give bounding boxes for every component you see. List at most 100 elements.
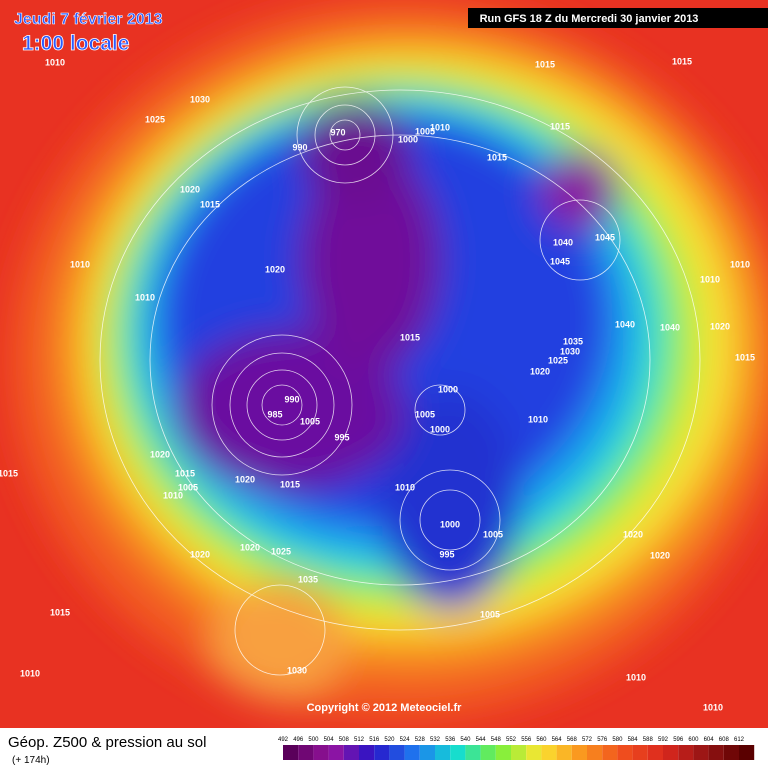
isobar-labels: 1010 1030 1025 1015 1015 1020 1015 1010 1010 1020… bbox=[0, 56, 755, 712]
scale-swatch bbox=[450, 745, 466, 760]
isobar-label: 1025 bbox=[271, 546, 291, 556]
isobar-label: 1020 bbox=[240, 542, 260, 552]
isobar-label: 1020 bbox=[650, 550, 670, 560]
scale-label: 520 bbox=[384, 737, 395, 743]
scale-swatch bbox=[739, 745, 755, 760]
isobar-label: 1015 bbox=[550, 121, 570, 131]
isobar-label: 1020 bbox=[710, 321, 730, 331]
isobar-label: 995 bbox=[439, 549, 454, 559]
scale-label: 576 bbox=[597, 737, 608, 743]
isobar-label: 1030 bbox=[190, 94, 210, 104]
scale-label: 588 bbox=[643, 737, 654, 743]
scale-swatch bbox=[723, 745, 739, 760]
isobar-label: 1030 bbox=[287, 665, 307, 675]
scale-label: 608 bbox=[719, 737, 730, 743]
footer-title: Géop. Z500 & pression au sol bbox=[8, 734, 206, 751]
isobar-label: 1010 bbox=[430, 122, 450, 132]
isobar-label: 1020 bbox=[190, 549, 210, 559]
scale-swatch bbox=[617, 745, 633, 760]
color-scale: 492 496 500 504 508 512 516 520 524 528 532 536 540 5… bbox=[278, 737, 755, 760]
isobar-label: 1015 bbox=[200, 199, 220, 209]
isobar-label: 1010 bbox=[135, 292, 155, 302]
isobar-label: 1010 bbox=[626, 672, 646, 682]
scale-swatch bbox=[708, 745, 724, 760]
scale-swatch bbox=[556, 745, 572, 760]
isobar-label: 1025 bbox=[145, 114, 165, 124]
scale-label: 604 bbox=[704, 737, 715, 743]
run-box bbox=[468, 8, 768, 28]
isobar-label: 1010 bbox=[20, 668, 40, 678]
scale-label: 552 bbox=[506, 737, 517, 743]
scale-label: 540 bbox=[460, 737, 471, 743]
forecast-date: Jeudi 7 février 2013 bbox=[14, 11, 163, 28]
isobar-label: 1005 bbox=[300, 416, 320, 426]
isobar-label: 1010 bbox=[70, 259, 90, 269]
isobar-label: 1020 bbox=[235, 474, 255, 484]
isobar-label: 990 bbox=[292, 142, 307, 152]
scale-label: 596 bbox=[673, 737, 684, 743]
scale-label: 568 bbox=[567, 737, 578, 743]
isobar-label: 995 bbox=[334, 432, 349, 442]
scale-swatch bbox=[283, 745, 299, 760]
scale-label: 612 bbox=[734, 737, 745, 743]
scale-label: 572 bbox=[582, 737, 593, 743]
scale-label: 536 bbox=[445, 737, 456, 743]
scale-label: 524 bbox=[400, 737, 411, 743]
scale-label: 600 bbox=[688, 737, 699, 743]
isobar-label: 1015 bbox=[735, 352, 755, 362]
isobar-label: 1035 bbox=[298, 574, 318, 584]
local-time: 1:00 locale bbox=[22, 32, 129, 55]
isobar-label: 1020 bbox=[150, 449, 170, 459]
scale-label: 556 bbox=[521, 737, 532, 743]
isobar-label: 1020 bbox=[623, 529, 643, 539]
scale-label: 592 bbox=[658, 737, 669, 743]
scale-label: 532 bbox=[430, 737, 441, 743]
run-info: Run GFS 18 Z du Mercredi 30 janvier 2013 bbox=[480, 13, 699, 25]
isobar-label: 1000 bbox=[430, 424, 450, 434]
scale-swatch bbox=[389, 745, 405, 760]
isobar-label: 1015 bbox=[487, 152, 507, 162]
scale-swatch bbox=[632, 745, 648, 760]
isobar-label: 1005 bbox=[483, 529, 503, 539]
scale-label: 508 bbox=[339, 737, 350, 743]
scale-swatch bbox=[404, 745, 420, 760]
isobars bbox=[99, 86, 701, 676]
scale-label: 580 bbox=[612, 737, 623, 743]
scale-label: 512 bbox=[354, 737, 365, 743]
isobar-label: 1000 bbox=[398, 134, 418, 144]
isobar-label: 990 bbox=[284, 394, 299, 404]
isobar-label: 1045 bbox=[550, 256, 570, 266]
scale-label: 548 bbox=[491, 737, 502, 743]
isobar-label: 1010 bbox=[730, 259, 750, 269]
scale-label: 544 bbox=[476, 737, 487, 743]
isobar-label: 1015 bbox=[400, 332, 420, 342]
isobar-label: 1005 bbox=[415, 409, 435, 419]
scale-swatch bbox=[480, 745, 496, 760]
isobar-label: 985 bbox=[267, 409, 282, 419]
scale-swatch bbox=[435, 745, 451, 760]
isobar-label: 1020 bbox=[265, 264, 285, 274]
scale-swatch bbox=[663, 745, 679, 760]
isobar-label: 1025 bbox=[548, 355, 568, 365]
scale-swatch bbox=[693, 745, 709, 760]
isobar-label: 1040 bbox=[615, 319, 635, 329]
isobar-label: 1010 bbox=[395, 482, 415, 492]
scale-swatch bbox=[359, 745, 375, 760]
isobar-label: 1015 bbox=[535, 59, 555, 69]
scale-label: 492 bbox=[278, 737, 289, 743]
isobar-label: 1010 bbox=[700, 274, 720, 284]
scale-swatch bbox=[541, 745, 557, 760]
isobar-label: 1005 bbox=[178, 482, 198, 492]
scale-label: 500 bbox=[308, 737, 319, 743]
isobar-label: 1000 bbox=[438, 384, 458, 394]
scale-swatch bbox=[587, 745, 603, 760]
isobar-label: 1010 bbox=[528, 414, 548, 424]
isobar-label: 1015 bbox=[175, 468, 195, 478]
scale-swatch bbox=[571, 745, 587, 760]
forecast-lead: (+ 174h) bbox=[12, 755, 50, 766]
isobar-label: 1005 bbox=[415, 126, 435, 136]
scale-swatch bbox=[647, 745, 663, 760]
isobar-label: 1015 bbox=[280, 479, 300, 489]
